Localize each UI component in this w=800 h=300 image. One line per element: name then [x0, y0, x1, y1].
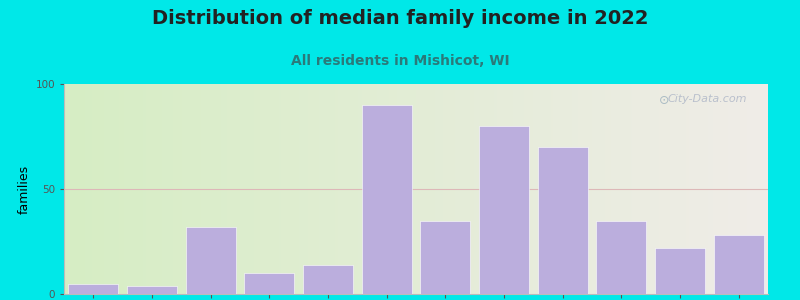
Bar [538, 147, 587, 294]
Text: City-Data.com: City-Data.com [667, 94, 747, 104]
Bar [69, 284, 118, 294]
Bar [186, 227, 235, 294]
Bar [245, 273, 294, 294]
Bar [303, 265, 353, 294]
Y-axis label: families: families [18, 164, 31, 214]
Bar [714, 235, 763, 294]
Text: Distribution of median family income in 2022: Distribution of median family income in … [152, 9, 648, 28]
Bar [655, 248, 705, 294]
Bar [421, 220, 470, 294]
Text: ⊙: ⊙ [659, 94, 670, 107]
Text: All residents in Mishicot, WI: All residents in Mishicot, WI [290, 54, 510, 68]
Bar [479, 126, 529, 294]
Bar [127, 286, 177, 294]
Bar [596, 220, 646, 294]
Bar [362, 105, 411, 294]
